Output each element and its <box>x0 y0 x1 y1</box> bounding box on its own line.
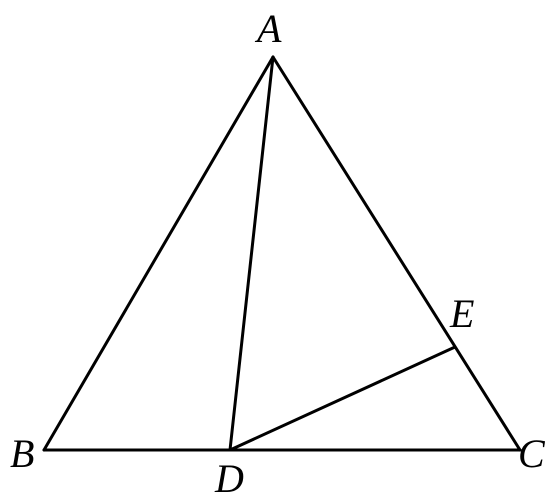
vertex-label-b: B <box>10 430 34 477</box>
triangle-diagram <box>0 0 549 500</box>
vertex-label-c: C <box>518 430 545 477</box>
vertex-label-d: D <box>215 455 244 502</box>
vertex-label-e: E <box>450 290 474 337</box>
vertex-label-a: A <box>257 5 281 52</box>
